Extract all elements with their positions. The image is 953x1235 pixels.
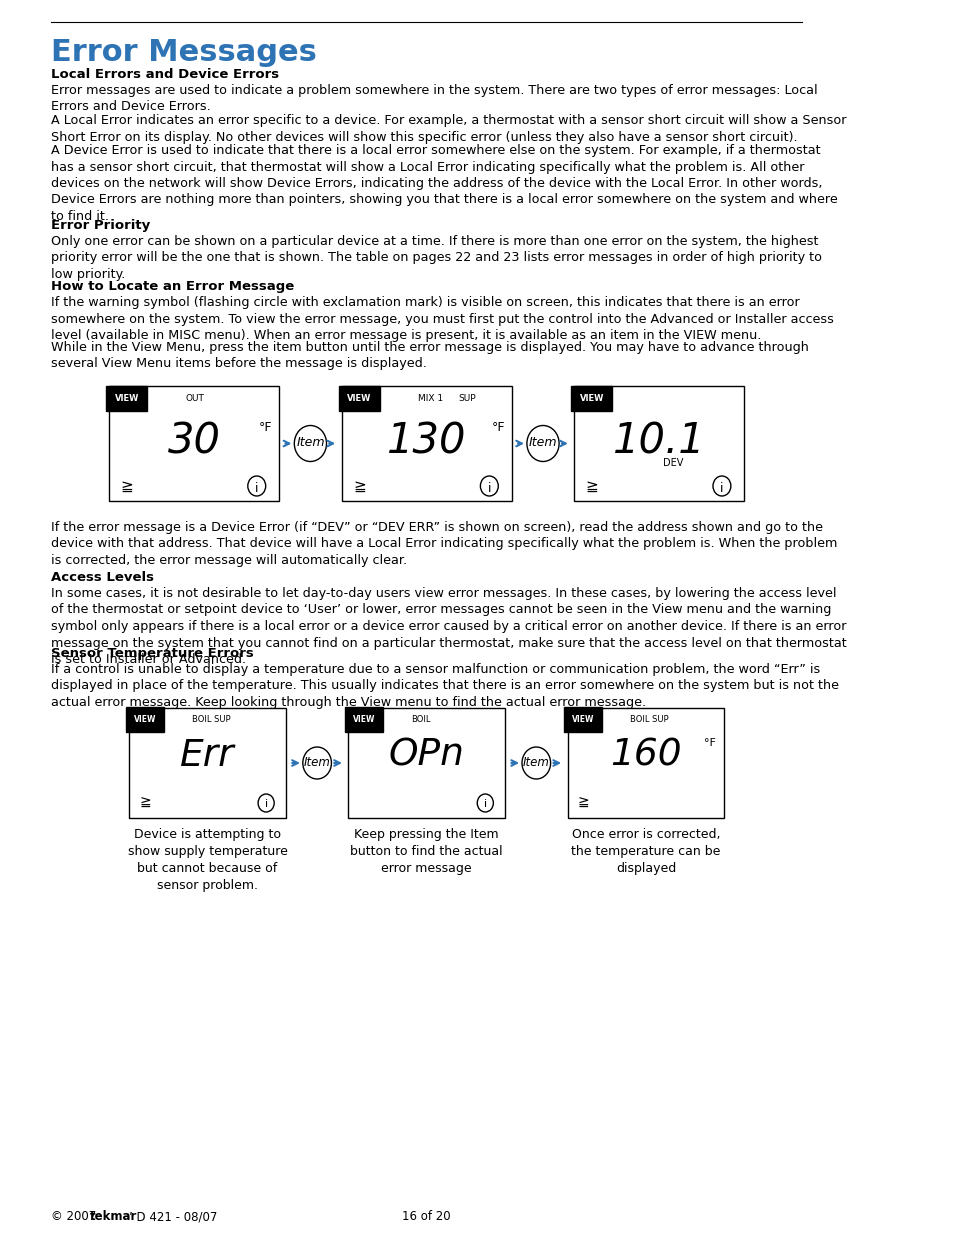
Text: °F: °F [703,739,715,748]
Text: MIX 1: MIX 1 [417,394,443,403]
Text: Keep pressing the Item
button to find the actual
error message: Keep pressing the Item button to find th… [350,827,502,876]
Text: In some cases, it is not desirable to let day-to-day users view error messages. : In some cases, it is not desirable to le… [51,587,846,666]
Text: i: i [487,482,491,495]
FancyBboxPatch shape [341,387,511,501]
Text: Once error is corrected,
the temperature can be
displayed: Once error is corrected, the temperature… [571,827,720,876]
Text: 160: 160 [609,739,681,774]
Text: BOIL: BOIL [411,715,430,724]
Text: Access Levels: Access Levels [51,571,153,584]
Text: Device is attempting to
show supply temperature
but cannot because of
sensor pro: Device is attempting to show supply temp… [128,827,287,892]
Text: OPn: OPn [389,739,464,774]
Text: Err: Err [180,739,234,774]
Text: ≧: ≧ [120,479,133,494]
Text: °F: °F [258,421,272,433]
Text: i: i [254,482,258,495]
Text: i: i [483,799,486,809]
Text: If a control is unable to display a temperature due to a sensor malfunction or c: If a control is unable to display a temp… [51,663,838,709]
Text: ≧: ≧ [139,797,151,810]
Text: 130: 130 [387,421,466,463]
Text: Item: Item [522,756,549,769]
FancyBboxPatch shape [109,387,279,501]
Text: How to Locate an Error Message: How to Locate an Error Message [51,280,294,293]
Text: BOIL SUP: BOIL SUP [630,715,668,724]
FancyBboxPatch shape [129,708,286,818]
Text: ≧: ≧ [585,479,598,494]
Text: © 2007: © 2007 [51,1210,100,1223]
Text: BOIL SUP: BOIL SUP [192,715,231,724]
Text: 30: 30 [168,421,220,463]
Text: OUT: OUT [186,394,204,403]
Text: Item: Item [528,436,557,448]
Text: If the warning symbol (flashing circle with exclamation mark) is visible on scre: If the warning symbol (flashing circle w… [51,296,833,342]
Text: VIEW: VIEW [114,394,139,403]
Text: ≧: ≧ [353,479,366,494]
Text: ≧: ≧ [578,797,589,810]
FancyBboxPatch shape [567,708,723,818]
Text: 16 of 20: 16 of 20 [402,1210,451,1223]
Text: Error messages are used to indicate a problem somewhere in the system. There are: Error messages are used to indicate a pr… [51,84,817,114]
Text: VIEW: VIEW [347,394,371,403]
Text: °F: °F [491,421,504,433]
Text: i: i [720,482,723,495]
FancyBboxPatch shape [574,387,743,501]
Text: tekmar: tekmar [90,1210,136,1223]
FancyBboxPatch shape [348,708,504,818]
Text: VIEW: VIEW [579,394,603,403]
Text: Item: Item [303,756,331,769]
Text: Local Errors and Device Errors: Local Errors and Device Errors [51,68,279,82]
Text: Item: Item [295,436,324,448]
Text: VIEW: VIEW [572,715,594,724]
Text: Error Priority: Error Priority [51,219,150,232]
Text: SUP: SUP [458,394,476,403]
Text: ’ D 421 - 08/07: ’ D 421 - 08/07 [129,1210,217,1223]
Text: i: i [264,799,268,809]
Text: Only one error can be shown on a particular device at a time. If there is more t: Only one error can be shown on a particu… [51,235,821,282]
Text: If the error message is a Device Error (if “DEV” or “DEV ERR” is shown on screen: If the error message is a Device Error (… [51,521,837,567]
Text: DEV: DEV [662,458,682,468]
Text: A Device Error is used to indicate that there is a local error somewhere else on: A Device Error is used to indicate that … [51,144,837,224]
Text: A Local Error indicates an error specific to a device. For example, a thermostat: A Local Error indicates an error specifi… [51,114,845,143]
Text: VIEW: VIEW [353,715,375,724]
Text: Sensor Temperature Errors: Sensor Temperature Errors [51,647,253,659]
Text: Error Messages: Error Messages [51,38,316,67]
Text: 10.1: 10.1 [612,421,705,463]
Text: While in the View Menu, press the item button until the error message is display: While in the View Menu, press the item b… [51,341,808,370]
Text: VIEW: VIEW [133,715,156,724]
